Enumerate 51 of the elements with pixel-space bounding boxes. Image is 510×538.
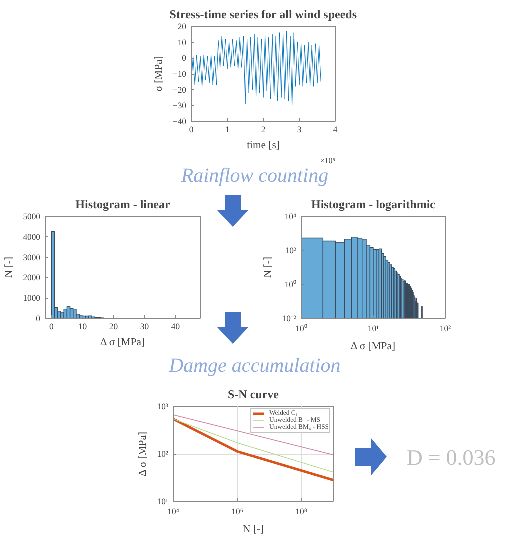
x-tick-label: 40 <box>171 322 180 332</box>
x-tick-label: 4 <box>333 124 338 134</box>
y-tick-label: 10⁰ <box>284 280 296 290</box>
x-tick-label: 10 <box>78 322 88 332</box>
chart-title: S-N curve <box>228 388 280 402</box>
x-tick-label: 10⁶ <box>232 506 244 516</box>
x-tick-label: 0 <box>50 322 54 332</box>
x-tick-label: 30 <box>140 322 150 332</box>
y-axis-title: σ [MPa] <box>154 56 165 92</box>
text: Damge accumulation <box>168 355 342 377</box>
x-axis-title: time [s] <box>247 140 280 152</box>
x-axis-title: Δ σ [MPa] <box>100 338 145 348</box>
y-tick-label: −30 <box>172 100 187 111</box>
y-tick-label: 10 <box>178 37 186 48</box>
y-tick-label: 5000 <box>23 212 40 222</box>
x-tick-label: 20 <box>109 322 118 332</box>
y-tick-label: 10² <box>157 449 169 459</box>
y-tick-label: 10² <box>285 246 297 256</box>
y-tick-label: 10⁴ <box>284 212 297 222</box>
y-axis-title: Δ σ [MPa] <box>138 432 150 477</box>
y-tick-label: 10³ <box>157 402 169 412</box>
y-axis-title: N [-] <box>4 256 16 278</box>
x-tick-label: 2 <box>261 124 266 134</box>
y-tick-label: −10 <box>172 69 187 79</box>
text: D = 0.036 <box>407 444 496 472</box>
x-tick-label: 1 <box>225 124 230 134</box>
y-tick-label: 4000 <box>23 232 40 242</box>
x-axis-title: N [-] <box>242 524 264 536</box>
y-tick-label: 10⁻² <box>282 314 297 324</box>
y-tick-label: 0 <box>36 314 40 324</box>
chart-title: Histogram - linear <box>76 198 171 212</box>
y-tick-label: 10¹ <box>157 496 169 506</box>
text: ×10⁵ <box>320 156 336 166</box>
y-tick-label: 0 <box>182 53 186 64</box>
y-tick-label: 2000 <box>23 272 40 283</box>
x-tick-label: 10² <box>440 324 452 334</box>
y-tick-label: 20 <box>178 22 186 32</box>
x-tick-label: 10⁸ <box>296 506 308 516</box>
y-tick-label: −40 <box>172 116 187 126</box>
x-tick-label: 0 <box>189 124 194 134</box>
y-tick-label: 3000 <box>23 252 40 262</box>
y-tick-label: −20 <box>172 84 187 95</box>
y-tick-label: 1000 <box>23 293 40 304</box>
x-tick-label: 3 <box>297 124 302 134</box>
x-tick-label: 10⁰ <box>296 324 308 334</box>
x-axis-title: Δ σ [MPa] <box>350 342 396 352</box>
chart-title: Histogram - logarithmic <box>312 198 436 212</box>
text: Rainflow counting <box>180 165 330 187</box>
chart-title: Stress-time series for all wind speeds <box>170 8 358 22</box>
x-tick-label: 10¹ <box>368 324 380 334</box>
y-axis-title: N [-] <box>263 256 274 278</box>
